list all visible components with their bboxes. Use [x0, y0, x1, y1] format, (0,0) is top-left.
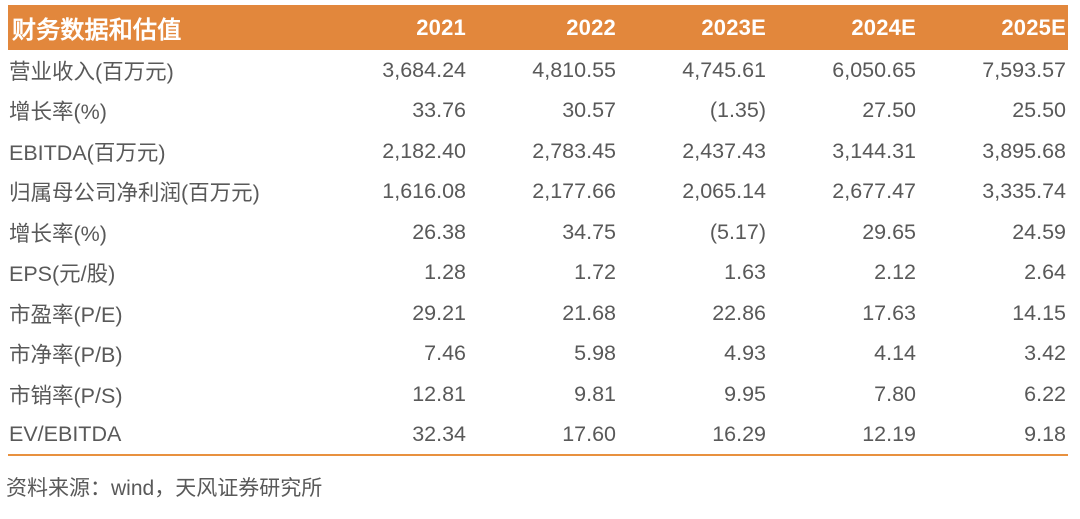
table-row-pe: 市盈率(P/E) 29.21 21.68 22.86 17.63 14.15: [8, 293, 1068, 334]
cell-value: 7,593.57: [982, 57, 1066, 82]
col-header-2022: 2022: [468, 5, 618, 50]
cell-value: 32.34: [318, 414, 468, 456]
cell-value: 5.98: [574, 341, 616, 366]
cell-value: 21.68: [562, 300, 616, 325]
cell-value: (1.35): [709, 98, 766, 123]
row-label: EBITDA(百万元): [9, 140, 166, 165]
cell-value: 3,895.68: [982, 138, 1066, 163]
cell-value: 7.80: [874, 381, 916, 406]
cell-value: 30.57: [562, 98, 616, 123]
cell-value: 27.50: [862, 98, 916, 123]
table-row-ebitda: EBITDA(百万元) 2,182.40 2,783.45 2,437.43 3…: [8, 131, 1068, 172]
col-header-2024e: 2024E: [768, 5, 918, 50]
table-title: 财务数据和估值: [8, 5, 318, 50]
cell-value: 1,616.08: [382, 179, 466, 204]
row-label: EV/EBITDA: [8, 414, 318, 456]
row-label: 市净率(P/B): [9, 343, 123, 368]
row-label: 归属母公司净利润(百万元): [9, 181, 260, 206]
cell-value: 14.15: [1012, 300, 1066, 325]
cell-value: 3,335.74: [982, 179, 1066, 204]
cell-value: 2.12: [874, 260, 916, 285]
cell-value: 3.42: [1024, 341, 1066, 366]
table-row-profit-growth: 增长率(%) 26.38 34.75 (5.17) 29.65 24.59: [8, 212, 1068, 253]
cell-value: 2,177.66: [532, 179, 616, 204]
table-row-revenue-growth: 增长率(%) 33.76 30.57 (1.35) 27.50 25.50: [8, 91, 1068, 132]
cell-value: (5.17): [709, 219, 766, 244]
data-source-note: 资料来源：wind，天风证券研究所: [6, 477, 323, 500]
row-label: 增长率(%): [9, 100, 107, 125]
cell-value: 9.18: [918, 414, 1068, 456]
row-label: 市盈率(P/E): [9, 302, 123, 327]
cell-value: 3,144.31: [832, 138, 916, 163]
table-row-eps: EPS(元/股) 1.28 1.72 1.63 2.12 2.64: [8, 253, 1068, 294]
cell-value: 17.60: [468, 414, 618, 456]
financial-data-table: 财务数据和估值 2021 2022 2023E 2024E 2025E 营业收入…: [8, 5, 1068, 456]
cell-value: 2,677.47: [832, 179, 916, 204]
cell-value: 33.76: [412, 98, 466, 123]
cell-value: 34.75: [562, 219, 616, 244]
cell-value: 2,182.40: [382, 138, 466, 163]
row-label: 市销率(P/S): [9, 383, 123, 408]
cell-value: 2,065.14: [682, 179, 766, 204]
cell-value: 6.22: [1024, 381, 1066, 406]
cell-value: 25.50: [1012, 98, 1066, 123]
cell-value: 7.46: [424, 341, 466, 366]
cell-value: 9.81: [574, 381, 616, 406]
cell-value: 12.81: [412, 381, 466, 406]
cell-value: 1.28: [424, 260, 466, 285]
cell-value: 26.38: [412, 219, 466, 244]
cell-value: 24.59: [1012, 219, 1066, 244]
cell-value: 4.93: [724, 341, 766, 366]
row-label: EPS(元/股): [9, 262, 116, 287]
row-label: 增长率(%): [9, 221, 107, 246]
cell-value: 1.72: [574, 260, 616, 285]
cell-value: 12.19: [768, 414, 918, 456]
cell-value: 17.63: [862, 300, 916, 325]
col-header-2021: 2021: [318, 5, 468, 50]
cell-value: 22.86: [712, 300, 766, 325]
col-header-2023e: 2023E: [618, 5, 768, 50]
cell-value: 4,810.55: [532, 57, 616, 82]
cell-value: 9.95: [724, 381, 766, 406]
table-row-pb: 市净率(P/B) 7.46 5.98 4.93 4.14 3.42: [8, 334, 1068, 375]
cell-value: 4.14: [874, 341, 916, 366]
cell-value: 16.29: [618, 414, 768, 456]
cell-value: 2.64: [1024, 260, 1066, 285]
table-header-row: 财务数据和估值 2021 2022 2023E 2024E 2025E: [8, 5, 1068, 50]
table-row-revenue: 营业收入(百万元) 3,684.24 4,810.55 4,745.61 6,0…: [8, 50, 1068, 91]
table-row-ps: 市销率(P/S) 12.81 9.81 9.95 7.80 6.22: [8, 374, 1068, 415]
cell-value: 4,745.61: [682, 57, 766, 82]
table-row-ev-ebitda: EV/EBITDA 32.34 17.60 16.29 12.19 9.18: [8, 414, 1068, 456]
cell-value: 6,050.65: [832, 57, 916, 82]
cell-value: 3,684.24: [382, 57, 466, 82]
col-header-2025e: 2025E: [918, 5, 1068, 50]
row-label: 营业收入(百万元): [9, 59, 174, 84]
table-row-net-profit: 归属母公司净利润(百万元) 1,616.08 2,177.66 2,065.14…: [8, 172, 1068, 213]
financial-data-table-container: 财务数据和估值 2021 2022 2023E 2024E 2025E 营业收入…: [8, 5, 1068, 456]
cell-value: 29.21: [412, 300, 466, 325]
cell-value: 29.65: [862, 219, 916, 244]
cell-value: 2,437.43: [682, 138, 766, 163]
cell-value: 1.63: [724, 260, 766, 285]
cell-value: 2,783.45: [532, 138, 616, 163]
